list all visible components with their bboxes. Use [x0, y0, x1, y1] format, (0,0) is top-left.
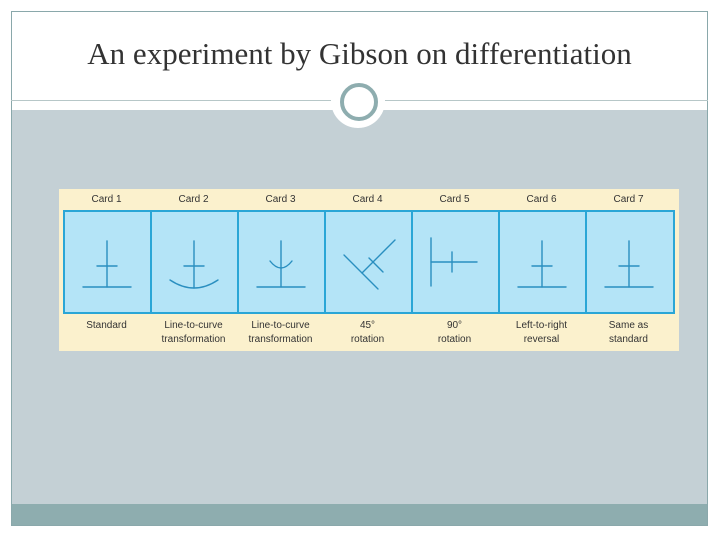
- card-1-name: Card 1: [91, 194, 122, 205]
- card-2-figure: [169, 240, 219, 289]
- card-1-figure: [82, 240, 132, 288]
- card-5-figure: [430, 237, 478, 287]
- card-7-figure: [604, 240, 654, 288]
- card-2-name: Card 2: [178, 194, 209, 205]
- card-3-name: Card 3: [265, 194, 296, 205]
- caption-line: reversal: [523, 334, 560, 345]
- card-7-name: Card 7: [613, 194, 644, 205]
- footer-bar: [12, 504, 707, 525]
- caption-line: Left-to-right: [515, 320, 568, 331]
- card-1-caption: Standard: [63, 319, 150, 333]
- caption-line: transformation: [248, 334, 313, 345]
- caption-line: Standard: [86, 320, 127, 331]
- caption-line: 45°: [359, 320, 376, 331]
- decorative-circle-icon: [340, 83, 378, 121]
- card-3-caption: Line-to-curve transformation: [237, 319, 324, 347]
- caption-line: transformation: [161, 334, 226, 345]
- caption-line: 90°: [446, 320, 463, 331]
- caption-line: rotation: [350, 334, 385, 345]
- caption-line: rotation: [437, 334, 472, 345]
- card-4-figure: [343, 239, 396, 290]
- card-5-caption: 90° rotation: [411, 319, 498, 347]
- cards-panel: [63, 210, 675, 314]
- card-6-figure: [517, 240, 567, 288]
- card-3-figure: [256, 240, 306, 288]
- card-5-name: Card 5: [439, 194, 470, 205]
- card-4-name: Card 4: [352, 194, 383, 205]
- caption-line: Line-to-curve: [251, 320, 310, 331]
- cards-row: [63, 210, 675, 314]
- slide-title: An experiment by Gibson on differentiati…: [87, 36, 632, 71]
- card-2-caption: Line-to-curve transformation: [150, 319, 237, 347]
- caption-line: Same as: [608, 320, 649, 331]
- gibson-cards-figure: Card 1 Card 2 Card 3 Card 4 Card 5 Card …: [59, 189, 679, 351]
- caption-line: Line-to-curve: [164, 320, 223, 331]
- card-6-name: Card 6: [526, 194, 557, 205]
- card-7-caption: Same as standard: [585, 319, 672, 347]
- card-4-caption: 45° rotation: [324, 319, 411, 347]
- card-6-caption: Left-to-right reversal: [498, 319, 585, 347]
- caption-line: standard: [609, 334, 648, 345]
